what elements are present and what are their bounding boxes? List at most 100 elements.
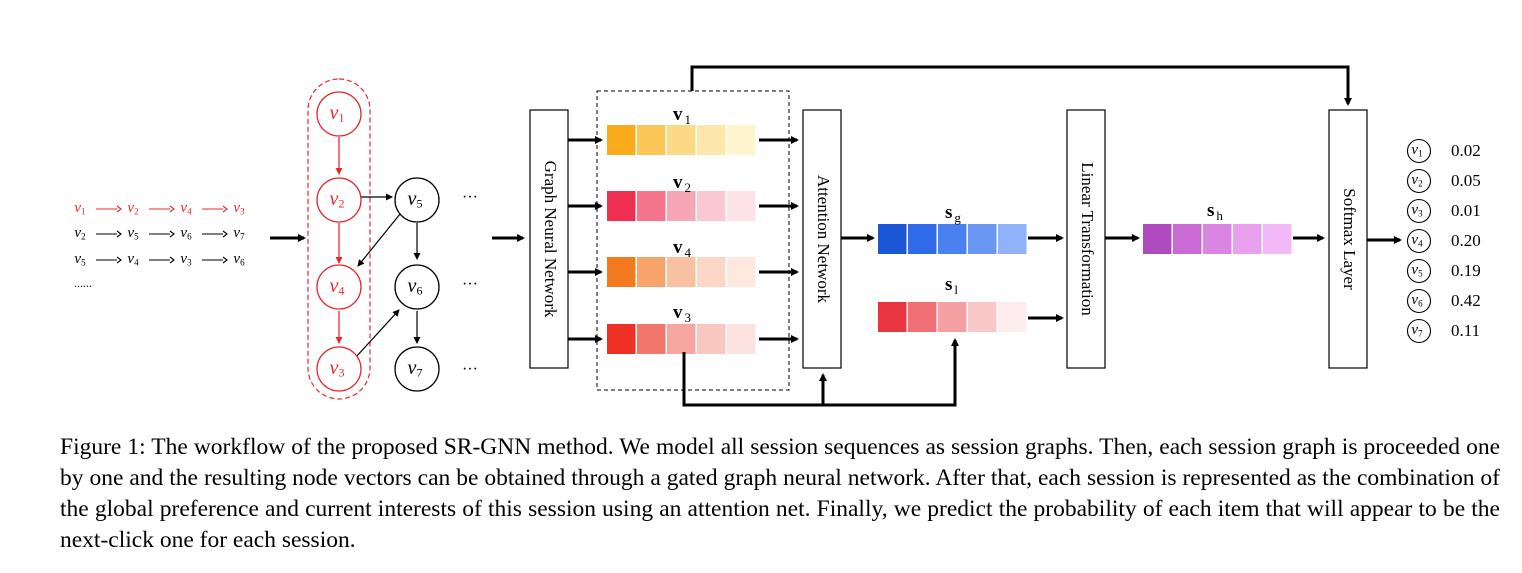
attention-label: Attention Network xyxy=(814,175,833,303)
graph-node-v5 xyxy=(394,177,440,223)
output-node-v4 xyxy=(1406,228,1432,254)
graph-node-v1 xyxy=(316,91,362,137)
node-label-v5: v5 xyxy=(74,251,86,267)
arrow-v3-to-sl xyxy=(682,338,959,407)
vector-v4-cell xyxy=(727,257,756,287)
node-label-v6: v6 xyxy=(180,225,192,241)
vector-v2-cell xyxy=(727,191,756,221)
vector-sh-cell xyxy=(1233,224,1262,254)
output-node-v1 xyxy=(1406,138,1432,164)
node-label-v6: v6 xyxy=(408,275,423,298)
vector-v1-cell xyxy=(727,125,756,155)
node-label-v5: v5 xyxy=(1411,262,1423,278)
vector-v4-cell xyxy=(637,257,666,287)
vector-sg-cell xyxy=(908,224,937,254)
graph-node-v4 xyxy=(316,264,362,310)
gnn-module xyxy=(529,109,569,369)
node-label-v1: v1 xyxy=(1411,142,1422,158)
vector-sh-cell xyxy=(1143,224,1172,254)
vector-v3-cell xyxy=(667,324,696,354)
softmax-label: Softmax Layer xyxy=(1340,188,1359,290)
node-label-v6: v6 xyxy=(233,251,245,267)
node-label-v2: v2 xyxy=(74,225,85,241)
vector-sl-cell xyxy=(968,302,997,332)
vector-v4-cell xyxy=(607,257,636,287)
node-label-v3: v3 xyxy=(330,357,345,380)
node-label-v7: v7 xyxy=(233,225,245,241)
vector-sl-cell xyxy=(908,302,937,332)
vector-sh-cell xyxy=(1263,224,1292,254)
graph-node-v2 xyxy=(316,177,362,223)
output-prob-v5: 0.19 xyxy=(1451,261,1481,280)
node-label-v3: v3 xyxy=(1411,202,1423,218)
vector-v1-cell xyxy=(697,125,726,155)
vector-sh-cell xyxy=(1203,224,1232,254)
node-label-v4: v4 xyxy=(330,275,345,298)
node-label-v2: v2 xyxy=(330,188,345,211)
output-node-v7 xyxy=(1406,318,1432,344)
seq-more: ...... xyxy=(74,276,92,290)
vector-sl-cell xyxy=(998,302,1027,332)
vector-sg-cell xyxy=(938,224,967,254)
graph-node-v7 xyxy=(394,346,440,392)
output-prob-v4: 0.20 xyxy=(1451,231,1481,250)
output-prob-v7: 0.11 xyxy=(1451,321,1480,340)
vector-v3-cell xyxy=(607,324,636,354)
node-label-v5: v5 xyxy=(127,225,139,241)
node-label-v4: v4 xyxy=(180,200,192,216)
vector-v1-cell xyxy=(607,125,636,155)
node-label-v3: v3 xyxy=(180,251,192,267)
figure-caption: Figure 1: The workflow of the proposed S… xyxy=(60,434,1500,553)
output-probabilities: v1 0.02 v2 0.05 v3 0.01 v4 0.20 v5 0.19 v6 0.42 v7 0.… xyxy=(1406,138,1481,344)
vector-sg-cell xyxy=(998,224,1027,254)
linear-label: Linear Transformation xyxy=(1078,162,1097,316)
vector-v4-cell xyxy=(667,257,696,287)
vector-v3-cell xyxy=(727,324,756,354)
node-label-v4: v4 xyxy=(127,251,139,267)
output-prob-v2: 0.05 xyxy=(1451,171,1481,190)
node-label-v2: v2 xyxy=(1411,172,1422,188)
gnn-output-arrows xyxy=(568,136,603,343)
vector-v2-cell xyxy=(637,191,666,221)
arrow-skip-to-softmax xyxy=(690,65,1352,106)
attention-module xyxy=(802,109,842,369)
vector-v4-cell xyxy=(697,257,726,287)
vector-sg-cell xyxy=(968,224,997,254)
output-prob-v3: 0.01 xyxy=(1451,201,1481,220)
graph-edges xyxy=(335,137,421,358)
output-node-v5 xyxy=(1406,258,1432,284)
output-prob-v1: 0.02 xyxy=(1451,141,1481,160)
vector-bars xyxy=(607,125,1292,354)
output-node-v6 xyxy=(1406,288,1432,314)
node-label-v5: v5 xyxy=(408,188,423,211)
node-label-v6: v6 xyxy=(1411,292,1423,308)
vector-sg-cell xyxy=(878,224,907,254)
ellipsis-3: ··· xyxy=(462,361,478,378)
session-highlight xyxy=(307,78,371,400)
output-node-v3 xyxy=(1406,198,1432,224)
node-label-v7: v7 xyxy=(408,357,423,380)
node-label-v3: v3 xyxy=(233,200,245,216)
session-sequences: v1 v2 v4 v3 v2 v5 v6 v7 v5 v4 v3 v6...... xyxy=(74,200,245,290)
vector-v1-cell xyxy=(667,125,696,155)
vector-v2-cell xyxy=(607,191,636,221)
output-prob-v6: 0.42 xyxy=(1451,291,1481,310)
node-label-v1: v1 xyxy=(330,102,345,125)
node-label-v1: v1 xyxy=(74,200,85,216)
graph-node-v3 xyxy=(316,346,362,392)
vector-sh-cell xyxy=(1173,224,1202,254)
vector-sl-cell xyxy=(878,302,907,332)
vector-v3-cell xyxy=(697,324,726,354)
output-node-v2 xyxy=(1406,168,1432,194)
vector-v1-cell xyxy=(637,125,666,155)
vector-sl-cell xyxy=(938,302,967,332)
